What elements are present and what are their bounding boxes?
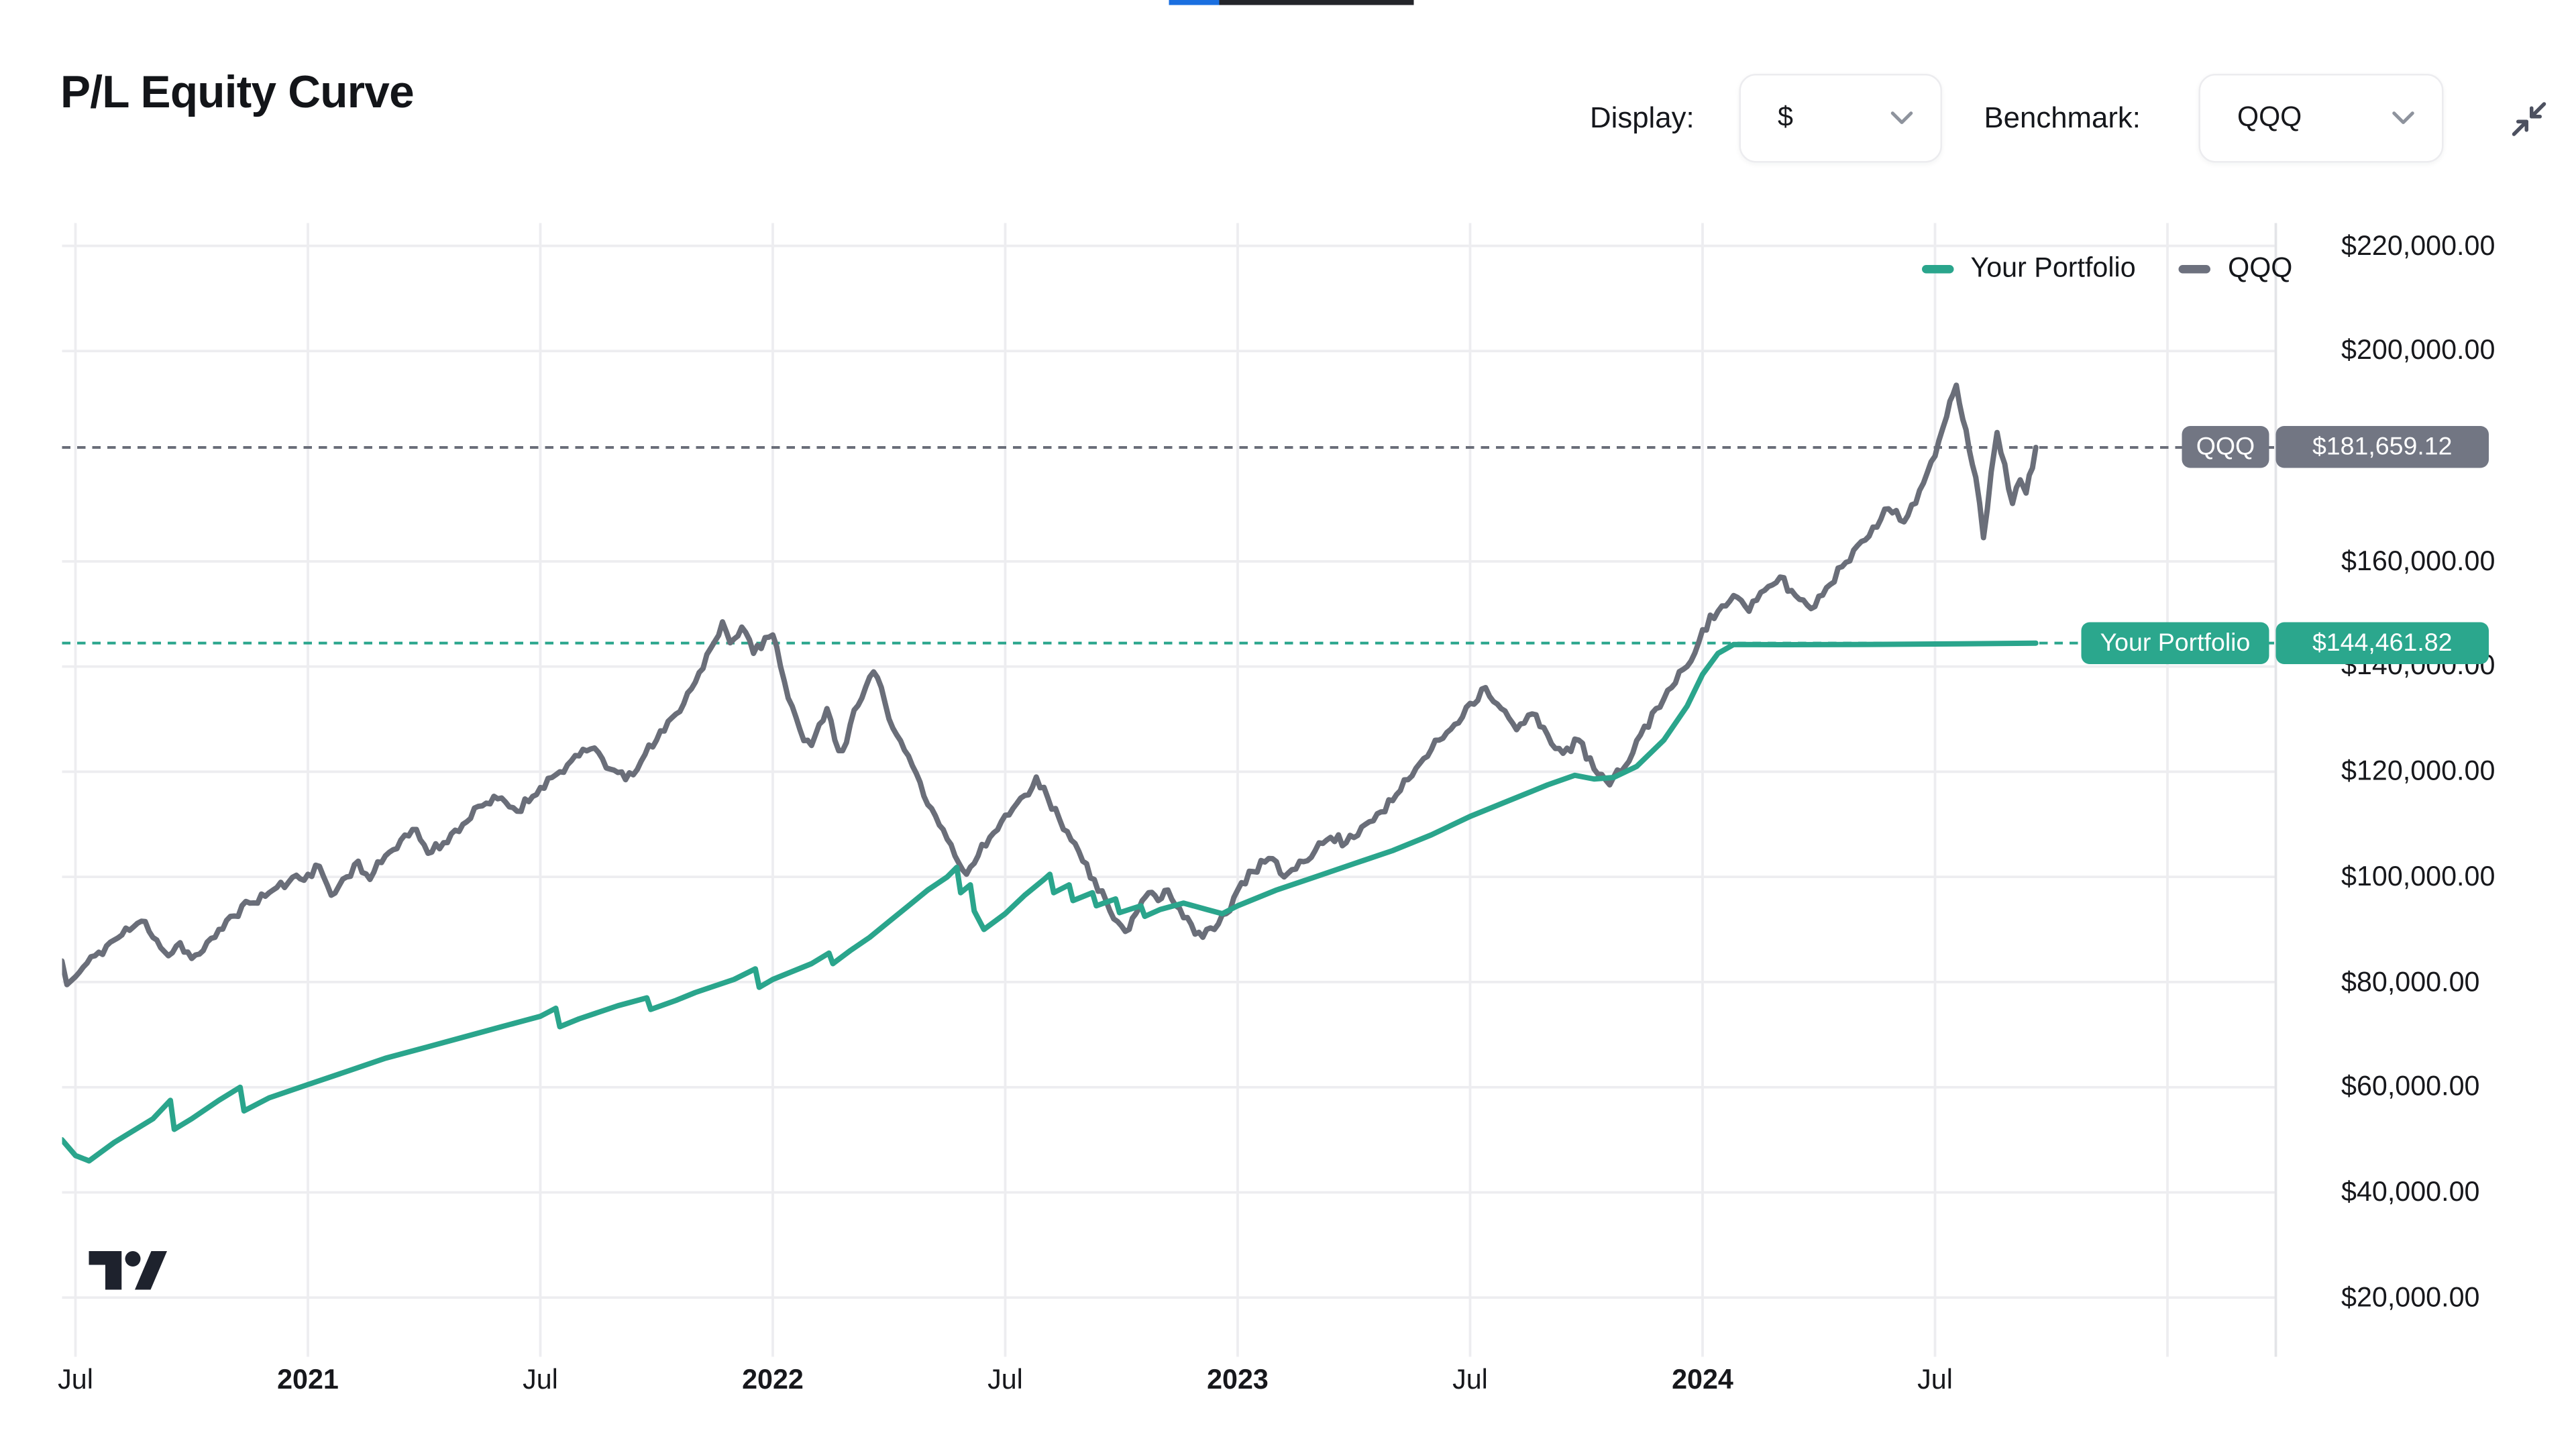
- display-select-value: $: [1778, 102, 1793, 133]
- y-axis-label: $220,000.00: [2341, 230, 2496, 261]
- y-axis-label: $40,000.00: [2341, 1177, 2480, 1208]
- x-axis-label: Jul: [58, 1365, 93, 1395]
- y-axis-label: $120,000.00: [2341, 756, 2496, 787]
- tradingview-logo-icon[interactable]: [89, 1251, 168, 1291]
- collapse-icon: [2512, 102, 2546, 136]
- collapse-button[interactable]: [2502, 93, 2556, 146]
- top-dark-bar: [1219, 0, 1414, 5]
- x-axis-label: Jul: [987, 1365, 1023, 1395]
- benchmark-line[interactable]: [59, 382, 2039, 987]
- x-axis-label: 2022: [742, 1365, 804, 1395]
- page-title: P/L Equity Curve: [60, 67, 415, 117]
- legend-item-benchmark[interactable]: QQQ: [2179, 253, 2293, 286]
- chevron-down-icon: [1890, 111, 1913, 124]
- y-axis-label: $80,000.00: [2341, 967, 2480, 998]
- x-axis-label: 2021: [277, 1365, 339, 1395]
- chevron-down-icon: [2392, 111, 2414, 124]
- chart-legend: Your Portfolio QQQ: [1922, 254, 2292, 286]
- benchmark-label: Benchmark:: [1984, 101, 2141, 134]
- display-label: Display:: [1590, 101, 1695, 134]
- benchmark-select[interactable]: QQQ: [2198, 74, 2444, 163]
- legend-item-portfolio[interactable]: Your Portfolio: [1922, 254, 2136, 286]
- benchmark-price-value: $181,659.12: [2275, 426, 2489, 469]
- top-blue-bar: [1169, 0, 1220, 5]
- y-axis-label: $20,000.00: [2341, 1282, 2480, 1313]
- benchmark-swatch-icon: [2179, 264, 2212, 274]
- portfolio-price-value: $144,461.82: [2275, 622, 2489, 664]
- portfolio-swatch-icon: [1922, 264, 1954, 274]
- x-axis-label: 2024: [1672, 1365, 1733, 1395]
- portfolio-price-label: Your Portfolio: [2081, 622, 2269, 664]
- display-select[interactable]: $: [1739, 74, 1942, 163]
- benchmark-price-label: QQQ: [2182, 426, 2269, 469]
- portfolio-line[interactable]: [59, 640, 2039, 1164]
- legend-label: Your Portfolio: [1970, 253, 2136, 284]
- y-axis-label: $160,000.00: [2341, 546, 2496, 577]
- chart-plot-area[interactable]: [59, 223, 2278, 1357]
- x-axis-label: 2023: [1207, 1365, 1269, 1395]
- equity-curve-chart[interactable]: [59, 223, 2278, 1357]
- y-axis-label: $200,000.00: [2341, 335, 2496, 366]
- y-axis-label: $60,000.00: [2341, 1072, 2480, 1103]
- x-axis-label: Jul: [1917, 1365, 1953, 1395]
- benchmark-select-value: QQQ: [2237, 102, 2302, 133]
- x-axis-label: Jul: [523, 1365, 558, 1395]
- y-axis-label: $100,000.00: [2341, 861, 2496, 892]
- x-axis-label: Jul: [1452, 1365, 1488, 1395]
- legend-label: QQQ: [2228, 253, 2293, 284]
